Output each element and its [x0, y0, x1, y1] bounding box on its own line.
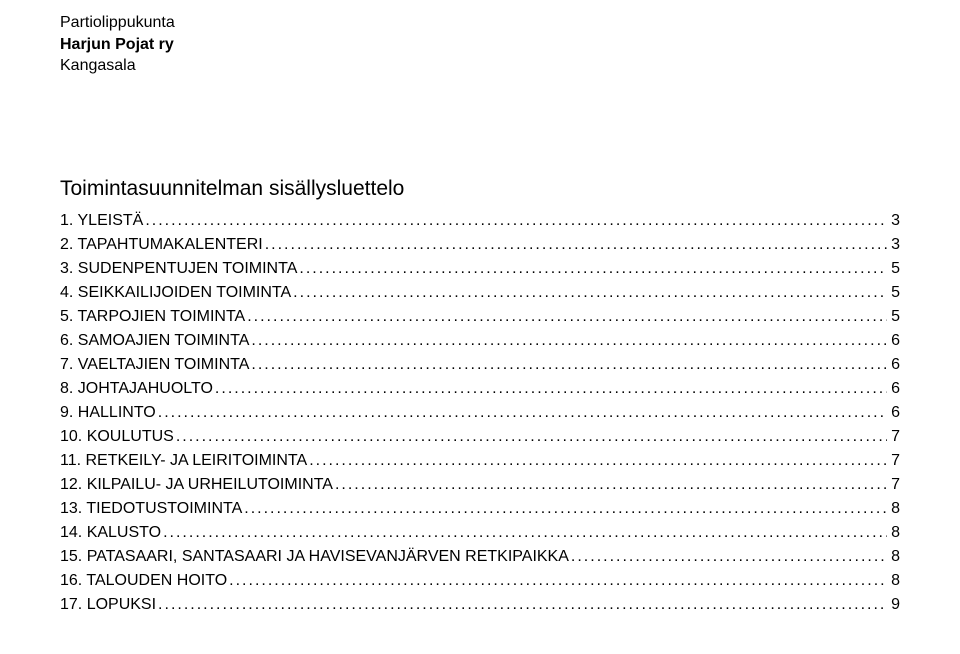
toc-leader-dots [307, 449, 887, 473]
toc-entry-page: 6 [887, 329, 900, 353]
toc-leader-dots [569, 545, 887, 569]
toc-entry-label: 2. TAPAHTUMAKALENTERI [60, 233, 263, 257]
toc-entry: 9. HALLINTO 6 [60, 401, 900, 425]
toc-leader-dots [156, 401, 887, 425]
toc-entry: 7. VAELTAJIEN TOIMINTA 6 [60, 353, 900, 377]
toc-entry: 11. RETKEILY- JA LEIRITOIMINTA 7 [60, 449, 900, 473]
toc-entry-label: 16. TALOUDEN HOITO [60, 569, 227, 593]
toc-entry: 4. SEIKKAILIJOIDEN TOIMINTA 5 [60, 281, 900, 305]
toc-entry-label: 14. KALUSTO [60, 521, 161, 545]
toc-entry-page: 9 [887, 593, 900, 617]
toc-entry-label: 3. SUDENPENTUJEN TOIMINTA [60, 257, 297, 281]
toc-leader-dots [143, 209, 887, 233]
toc-entry: 8. JOHTAJAHUOLTO 6 [60, 377, 900, 401]
toc-leader-dots [249, 353, 887, 377]
toc-leader-dots [333, 473, 887, 497]
toc-leader-dots [242, 497, 887, 521]
toc-entry-page: 7 [887, 425, 900, 449]
toc-entry: 5. TARPOJIEN TOIMINTA 5 [60, 305, 900, 329]
toc-leader-dots [297, 257, 887, 281]
toc-entry-label: 15. PATASAARI, SANTASAARI JA HAVISEVANJÄ… [60, 545, 569, 569]
document-header: Partiolippukunta Harjun Pojat ry Kangasa… [60, 12, 900, 77]
toc-entry-page: 5 [887, 257, 900, 281]
toc-entry: 1. YLEISTÄ 3 [60, 209, 900, 233]
header-line-2: Harjun Pojat ry [60, 34, 900, 56]
toc-entry-page: 5 [887, 281, 900, 305]
toc-entry-label: 11. RETKEILY- JA LEIRITOIMINTA [60, 449, 307, 473]
toc-leader-dots [161, 521, 887, 545]
toc-entry: 13. TIEDOTUSTOIMINTA 8 [60, 497, 900, 521]
toc-entry: 12. KILPAILU- JA URHEILUTOIMINTA 7 [60, 473, 900, 497]
toc-leader-dots [291, 281, 887, 305]
header-line-3: Kangasala [60, 55, 900, 77]
toc-leader-dots [174, 425, 887, 449]
toc-entry-page: 8 [887, 545, 900, 569]
toc-leader-dots [245, 305, 887, 329]
toc-entry: 17. LOPUKSI 9 [60, 593, 900, 617]
header-line-1: Partiolippukunta [60, 12, 900, 34]
toc-leader-dots [249, 329, 887, 353]
toc-entry-page: 6 [887, 353, 900, 377]
toc-entry-label: 1. YLEISTÄ [60, 209, 143, 233]
toc-entry-page: 3 [887, 233, 900, 257]
toc-leader-dots [213, 377, 887, 401]
table-of-contents: 1. YLEISTÄ 32. TAPAHTUMAKALENTERI 33. SU… [60, 209, 900, 617]
toc-entry: 16. TALOUDEN HOITO 8 [60, 569, 900, 593]
toc-entry: 3. SUDENPENTUJEN TOIMINTA 5 [60, 257, 900, 281]
toc-entry-page: 7 [887, 473, 900, 497]
toc-entry-page: 8 [887, 497, 900, 521]
toc-entry-page: 3 [887, 209, 900, 233]
toc-entry-page: 5 [887, 305, 900, 329]
toc-entry: 6. SAMOAJIEN TOIMINTA 6 [60, 329, 900, 353]
toc-entry-page: 6 [887, 401, 900, 425]
toc-entry: 14. KALUSTO 8 [60, 521, 900, 545]
toc-entry: 2. TAPAHTUMAKALENTERI 3 [60, 233, 900, 257]
toc-entry-label: 8. JOHTAJAHUOLTO [60, 377, 213, 401]
toc-entry-label: 12. KILPAILU- JA URHEILUTOIMINTA [60, 473, 333, 497]
toc-entry-page: 8 [887, 521, 900, 545]
toc-entry-page: 7 [887, 449, 900, 473]
toc-entry-label: 4. SEIKKAILIJOIDEN TOIMINTA [60, 281, 291, 305]
toc-entry-label: 10. KOULUTUS [60, 425, 174, 449]
toc-leader-dots [263, 233, 887, 257]
toc-entry: 15. PATASAARI, SANTASAARI JA HAVISEVANJÄ… [60, 545, 900, 569]
toc-entry-page: 6 [887, 377, 900, 401]
toc-leader-dots [227, 569, 887, 593]
toc-entry-label: 5. TARPOJIEN TOIMINTA [60, 305, 245, 329]
toc-leader-dots [156, 593, 887, 617]
toc-entry: 10. KOULUTUS 7 [60, 425, 900, 449]
toc-entry-page: 8 [887, 569, 900, 593]
toc-entry-label: 6. SAMOAJIEN TOIMINTA [60, 329, 249, 353]
toc-entry-label: 17. LOPUKSI [60, 593, 156, 617]
page-title: Toimintasuunnitelman sisällysluettelo [60, 177, 900, 201]
toc-entry-label: 9. HALLINTO [60, 401, 156, 425]
toc-entry-label: 13. TIEDOTUSTOIMINTA [60, 497, 242, 521]
toc-entry-label: 7. VAELTAJIEN TOIMINTA [60, 353, 249, 377]
